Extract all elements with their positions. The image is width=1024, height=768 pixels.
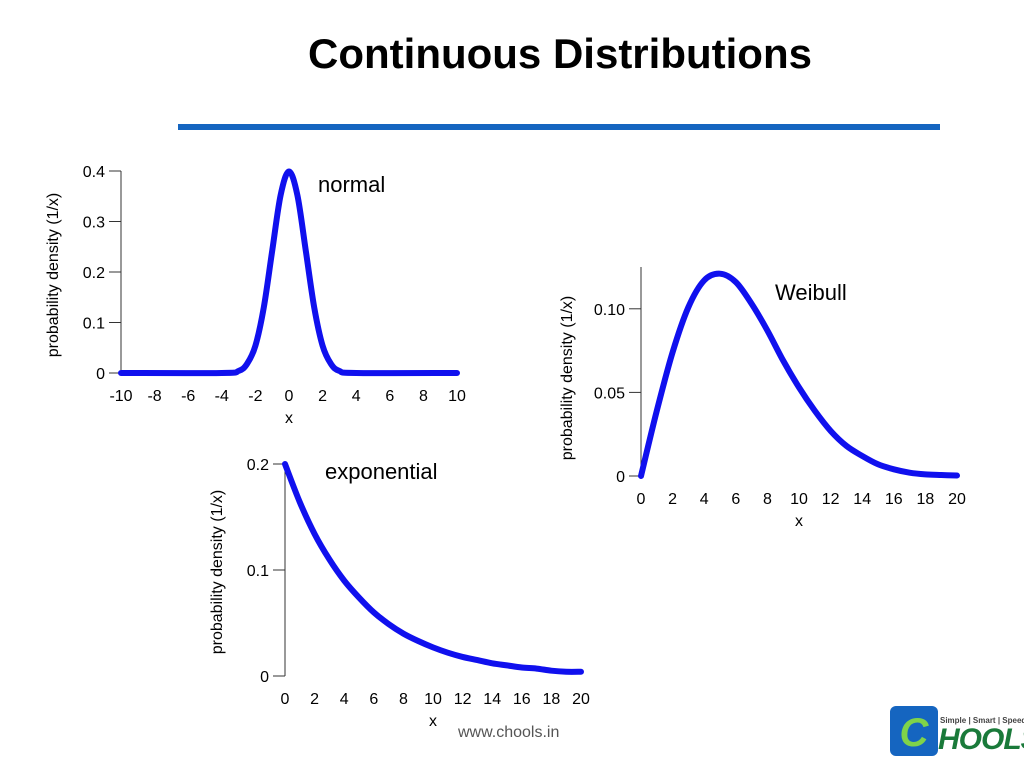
weibull-x-tick-label: 12 [822, 491, 840, 508]
normal-x-axis-title: x [285, 410, 293, 427]
weibull-y-tick-label: 0 [616, 469, 625, 486]
weibull-series-line [638, 270, 960, 479]
exponential-x-tick-label: 10 [424, 691, 442, 708]
normal-x-tick-label: 10 [448, 388, 466, 405]
weibull-x-tick-label: 4 [700, 491, 709, 508]
exponential-x-tick-label: 4 [340, 691, 349, 708]
weibull-x-tick-label: 14 [853, 491, 871, 508]
exponential-x-tick-label: 14 [483, 691, 501, 708]
logo-wordmark: HOOLS [938, 723, 1024, 756]
exponential-x-tick-label: 2 [310, 691, 319, 708]
exponential-x-tick-label: 8 [399, 691, 408, 708]
normal-x-tick-label: -8 [147, 388, 161, 405]
exponential-x-tick-label: 0 [281, 691, 290, 708]
normal-x-tick-label: 4 [352, 388, 361, 405]
logo-c-icon: C [890, 706, 938, 756]
exponential-x-tick-label: 6 [369, 691, 378, 708]
exponential-x-tick-label: 18 [543, 691, 561, 708]
logo-mark-tile [890, 706, 938, 756]
exponential-x-axis-title: x [429, 713, 437, 730]
weibull-x-tick-label: 18 [917, 491, 935, 508]
exponential-y-tick-label: 0.1 [247, 563, 269, 580]
weibull-x-tick-label: 20 [948, 491, 966, 508]
slide-title: Continuous Distributions [308, 30, 812, 77]
exponential-x-tick-label: 16 [513, 691, 531, 708]
normal-y-tick-label: 0.4 [83, 164, 105, 181]
normal-y-axis-title: probability density (1/x) [45, 193, 62, 358]
weibull-y-tick-label: 0.10 [594, 302, 625, 319]
normal-y-tick-label: 0.3 [83, 215, 105, 232]
exponential-y-tick-label: 0.2 [247, 457, 269, 474]
chools-logo: C Simple | Smart | Speed HOOLS [890, 706, 1024, 758]
weibull-x-tick-label: 10 [790, 491, 808, 508]
weibull-x-tick-label: 16 [885, 491, 903, 508]
normal-y-tick-label: 0 [96, 366, 105, 383]
logo-mark-icon: C [890, 706, 938, 756]
weibull-x-tick-label: 8 [763, 491, 772, 508]
exponential-x-tick-label: 20 [572, 691, 590, 708]
weibull-chart-title: Weibull [775, 280, 847, 305]
exponential-y-tick-label: 0 [260, 669, 269, 686]
title-divider [178, 124, 940, 130]
exponential-series-line [282, 461, 584, 675]
normal-x-tick-label: -10 [109, 388, 132, 405]
weibull-x-axis-title: x [795, 513, 803, 530]
normal-y-tick-label: 0.2 [83, 265, 105, 282]
normal-x-tick-label: -2 [248, 388, 262, 405]
exponential-y-axis-title: probability density (1/x) [209, 490, 226, 655]
normal-y-tick-label: 0.1 [83, 316, 105, 333]
weibull-y-tick-label: 0.05 [594, 385, 625, 402]
weibull-x-tick-label: 2 [668, 491, 677, 508]
normal-series-line [118, 168, 460, 377]
exponential-chart-title: exponential [325, 459, 438, 484]
exponential-x-tick-label: 12 [454, 691, 472, 708]
normal-chart-title: normal [318, 172, 385, 197]
normal-x-tick-label: 0 [285, 388, 294, 405]
normal-x-tick-label: -6 [181, 388, 195, 405]
normal-x-tick-label: 6 [385, 388, 394, 405]
normal-x-tick-label: -4 [215, 388, 229, 405]
weibull-x-tick-label: 6 [731, 491, 740, 508]
logo-mark-letter: C [900, 711, 930, 755]
logo-tagline: Simple | Smart | Speed [940, 716, 1024, 725]
weibull-y-axis-title: probability density (1/x) [559, 296, 576, 461]
normal-x-tick-label: 8 [419, 388, 428, 405]
normal-x-tick-label: 2 [318, 388, 327, 405]
footer-url: www.chools.in [458, 724, 560, 741]
weibull-x-tick-label: 0 [637, 491, 646, 508]
